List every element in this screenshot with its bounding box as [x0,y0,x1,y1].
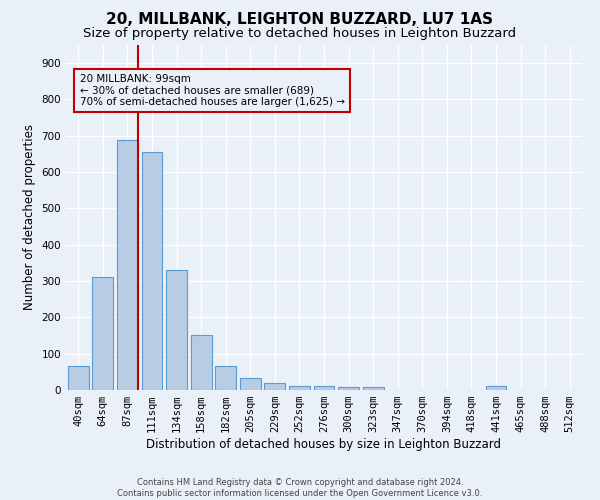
Text: 20 MILLBANK: 99sqm
← 30% of detached houses are smaller (689)
70% of semi-detach: 20 MILLBANK: 99sqm ← 30% of detached hou… [80,74,344,108]
Text: Contains HM Land Registry data © Crown copyright and database right 2024.
Contai: Contains HM Land Registry data © Crown c… [118,478,482,498]
Text: Size of property relative to detached houses in Leighton Buzzard: Size of property relative to detached ho… [83,28,517,40]
Bar [92,278,113,390]
X-axis label: Distribution of detached houses by size in Leighton Buzzard: Distribution of detached houses by size … [146,438,502,451]
Text: 20, MILLBANK, LEIGHTON BUZZARD, LU7 1AS: 20, MILLBANK, LEIGHTON BUZZARD, LU7 1AS [107,12,493,28]
Y-axis label: Number of detached properties: Number of detached properties [23,124,36,310]
Bar [166,270,187,390]
Bar [289,386,310,390]
Bar [314,386,334,390]
Bar [265,382,286,390]
Bar [191,335,212,390]
Bar [117,140,138,390]
Bar [338,387,359,390]
Bar [142,152,163,390]
Bar [68,366,89,390]
Bar [215,366,236,390]
Bar [485,386,506,390]
Bar [240,378,261,390]
Bar [362,387,383,390]
